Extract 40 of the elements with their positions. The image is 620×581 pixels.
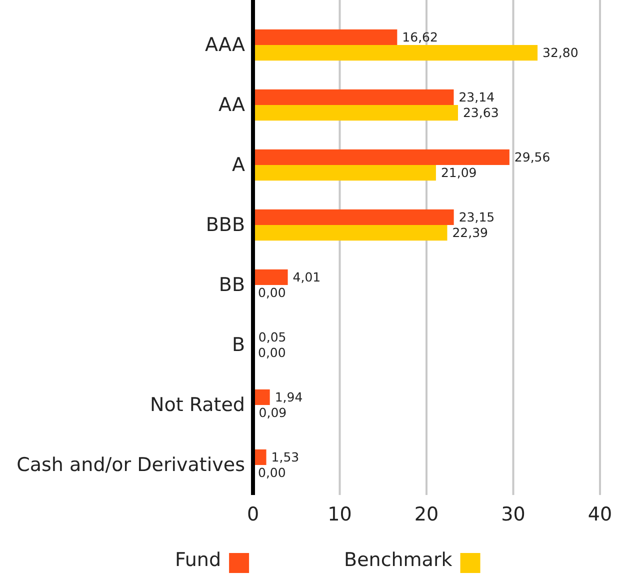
data-label: 23,15 bbox=[458, 210, 495, 225]
x-tick-label: 0 bbox=[246, 503, 260, 526]
bar bbox=[253, 225, 448, 241]
bar bbox=[253, 29, 398, 45]
y-tick-label: AA bbox=[218, 94, 245, 116]
data-label: 0,09 bbox=[258, 405, 287, 420]
bar bbox=[253, 105, 458, 121]
bar bbox=[253, 45, 538, 61]
data-label: 16,62 bbox=[402, 30, 438, 45]
data-label: 1,94 bbox=[274, 390, 303, 405]
legend-label: Benchmark bbox=[344, 549, 452, 571]
y-tick-label: BB bbox=[218, 274, 245, 296]
data-label: 29,56 bbox=[514, 150, 550, 165]
y-tick-label: B bbox=[232, 334, 245, 356]
legend-label: Fund bbox=[175, 549, 222, 571]
x-tick-label: 10 bbox=[328, 503, 352, 526]
bar bbox=[253, 269, 288, 285]
x-tick-label: 20 bbox=[414, 503, 439, 526]
data-label: 0,05 bbox=[258, 330, 286, 345]
data-label: 23,14 bbox=[458, 90, 495, 105]
data-label: 4,01 bbox=[292, 270, 321, 285]
data-label: 23,63 bbox=[462, 105, 499, 120]
y-tick-label: AAA bbox=[204, 34, 245, 56]
data-label: 0,00 bbox=[258, 345, 286, 360]
y-tick-label: A bbox=[232, 154, 245, 176]
x-tick-label: 40 bbox=[588, 503, 612, 526]
data-label: 1,53 bbox=[271, 450, 300, 465]
data-label: 22,39 bbox=[452, 225, 488, 240]
bar bbox=[253, 89, 454, 105]
x-tick-label: 30 bbox=[501, 503, 526, 526]
y-tick-label: BBB bbox=[206, 214, 245, 236]
y-tick-label: Cash and/or Derivatives bbox=[16, 454, 245, 476]
data-label: 21,09 bbox=[440, 165, 477, 180]
y-tick-label: Not Rated bbox=[150, 394, 245, 416]
bar bbox=[253, 149, 510, 165]
bar bbox=[253, 209, 454, 225]
data-label: 0,00 bbox=[258, 285, 286, 300]
data-label: 0,00 bbox=[258, 465, 286, 480]
bar bbox=[253, 165, 436, 181]
data-label: 32,80 bbox=[542, 45, 578, 60]
